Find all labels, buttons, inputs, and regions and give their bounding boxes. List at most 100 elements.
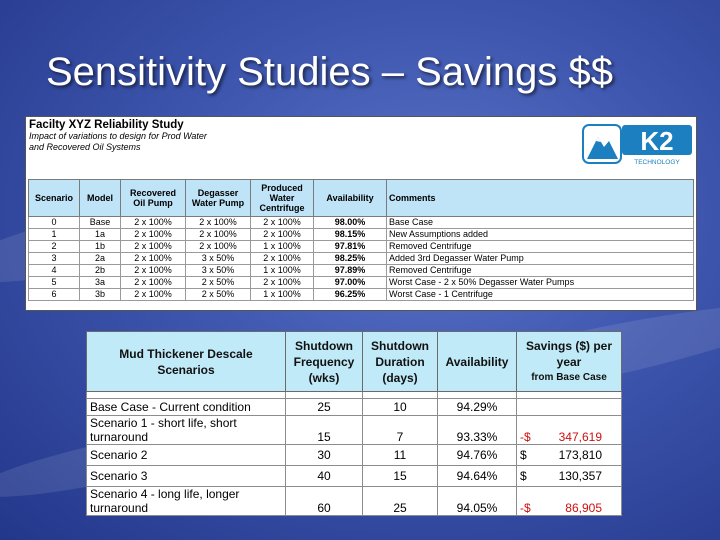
cell-centrifuge: 2 x 100%: [250, 252, 314, 265]
table-row: Scenario 1 - short life, short turnaroun…: [86, 415, 622, 445]
cell-model: 3b: [79, 288, 121, 301]
logo-subtext: TECHNOLOGY: [634, 159, 680, 166]
cell-mud-scenario: Scenario 4 - long life, longer turnaroun…: [86, 486, 286, 516]
col-mud-availability: Availability: [437, 331, 517, 392]
savings-currency: -$: [520, 501, 531, 515]
reliability-header-row: Scenario Model Recovered Oil Pump Degass…: [28, 179, 694, 217]
study-subtitle-line1: Impact of variations to design for Prod …: [29, 131, 207, 141]
col-comments: Comments: [386, 179, 694, 217]
cell-duration: 15: [362, 465, 438, 487]
cell-oil-pump: 2 x 100%: [120, 288, 186, 301]
cell-mud-availability: 94.76%: [437, 444, 517, 466]
cell-model: 2a: [79, 252, 121, 265]
savings-header-sub: from Base Case: [531, 371, 607, 383]
cell-mud-availability: 93.33%: [437, 415, 517, 445]
cell-model: 1b: [79, 240, 121, 253]
table-row: 2 1b 2 x 100% 2 x 100% 1 x 100% 97.81% Removed…: [28, 240, 694, 253]
cell-frequency: 40: [285, 465, 363, 487]
cell-oil-pump: 2 x 100%: [120, 276, 186, 289]
cell-savings: [516, 398, 622, 416]
cell-savings: -$ 347,619: [516, 415, 622, 445]
cell-comment: Removed Centrifuge: [386, 264, 694, 277]
col-shutdown-frequency: Shutdown Frequency (wks): [285, 331, 363, 392]
cell-availability: 97.81%: [313, 240, 387, 253]
col-scenario: Scenario: [28, 179, 80, 217]
table-row: Base Case - Current condition 25 10 94.2…: [86, 398, 622, 416]
reliability-study-panel: Facilty XYZ Reliability Study Impact of …: [25, 116, 697, 311]
savings-currency: $: [520, 448, 527, 462]
cell-duration: 25: [362, 486, 438, 516]
cell-comment: Worst Case - 2 x 50% Degasser Water Pump…: [386, 276, 694, 289]
col-mud-scenarios: Mud Thickener Descale Scenarios: [86, 331, 286, 392]
table-row: Scenario 3 40 15 94.64% $130,357: [86, 465, 622, 487]
savings-currency: -$: [520, 430, 531, 444]
study-header: Facilty XYZ Reliability Study Impact of …: [29, 119, 549, 153]
cell-availability: 97.00%: [313, 276, 387, 289]
cell-mud-scenario: Scenario 3: [86, 465, 286, 487]
cell-duration: 7: [362, 415, 438, 445]
cell-scenario: 1: [28, 228, 80, 241]
cell-scenario: 5: [28, 276, 80, 289]
col-model: Model: [79, 179, 121, 217]
savings-currency: $: [520, 469, 527, 483]
cell-comment: Worst Case - 1 Centrifuge: [386, 288, 694, 301]
header-gap-row: [86, 391, 622, 399]
cell-mud-scenario: Base Case - Current condition: [86, 398, 286, 416]
cell-duration: 10: [362, 398, 438, 416]
cell-duration: 11: [362, 444, 438, 466]
cell-mud-scenario: Scenario 2: [86, 444, 286, 466]
cell-scenario: 0: [28, 216, 80, 229]
cell-scenario: 4: [28, 264, 80, 277]
mud-thickener-table: Mud Thickener Descale Scenarios Shutdown…: [86, 331, 622, 516]
cell-comment: Added 3rd Degasser Water Pump: [386, 252, 694, 265]
slide-title: Sensitivity Studies – Savings $$: [46, 50, 613, 94]
table-row: 6 3b 2 x 100% 2 x 50% 1 x 100% 96.25% Worst Ca…: [28, 288, 694, 301]
cell-oil-pump: 2 x 100%: [120, 228, 186, 241]
cell-centrifuge: 2 x 100%: [250, 216, 314, 229]
study-title: Facilty XYZ Reliability Study: [29, 119, 184, 131]
cell-centrifuge: 1 x 100%: [250, 264, 314, 277]
col-savings: Savings ($) per year from Base Case: [516, 331, 622, 392]
table-row: 1 1a 2 x 100% 2 x 100% 2 x 100% 98.15% New Ass…: [28, 228, 694, 241]
cell-model: 3a: [79, 276, 121, 289]
col-availability: Availability: [313, 179, 387, 217]
study-subtitle-line2: and Recovered Oil Systems: [29, 142, 141, 152]
cell-oil-pump: 2 x 100%: [120, 240, 186, 253]
savings-amount: 130,357: [558, 469, 602, 483]
table-row: Scenario 4 - long life, longer turnaroun…: [86, 486, 622, 516]
cell-availability: 98.15%: [313, 228, 387, 241]
cell-centrifuge: 2 x 100%: [250, 228, 314, 241]
cell-scenario: 2: [28, 240, 80, 253]
table-row: Scenario 2 30 11 94.76% $173,810: [86, 444, 622, 466]
cell-comment: New Assumptions added: [386, 228, 694, 241]
cell-degasser: 3 x 50%: [185, 264, 251, 277]
cell-centrifuge: 1 x 100%: [250, 288, 314, 301]
cell-savings: $173,810: [516, 444, 622, 466]
cell-savings: $130,357: [516, 465, 622, 487]
cell-model: Base: [79, 216, 121, 229]
cell-savings: -$ 86,905: [516, 486, 622, 516]
cell-comment: Removed Centrifuge: [386, 240, 694, 253]
cell-model: 1a: [79, 228, 121, 241]
cell-oil-pump: 2 x 100%: [120, 216, 186, 229]
cell-mud-availability: 94.05%: [437, 486, 517, 516]
table-row: 5 3a 2 x 100% 2 x 50% 2 x 100% 97.00% Worst Ca…: [28, 276, 694, 289]
cell-oil-pump: 2 x 100%: [120, 252, 186, 265]
cell-frequency: 30: [285, 444, 363, 466]
cell-model: 2b: [79, 264, 121, 277]
cell-scenario: 6: [28, 288, 80, 301]
logo-text: K2: [640, 126, 673, 156]
cell-degasser: 3 x 50%: [185, 252, 251, 265]
cell-comment: Base Case: [386, 216, 694, 229]
cell-availability: 96.25%: [313, 288, 387, 301]
cell-degasser: 2 x 100%: [185, 216, 251, 229]
col-degasser-water-pump: Degasser Water Pump: [185, 179, 251, 217]
mountain-logo-icon: K2 TECHNOLOGY: [582, 124, 692, 166]
col-shutdown-duration: Shutdown Duration (days): [362, 331, 438, 392]
savings-amount: 86,905: [565, 501, 602, 515]
cell-frequency: 60: [285, 486, 363, 516]
cell-degasser: 2 x 100%: [185, 240, 251, 253]
savings-amount: 173,810: [558, 448, 602, 462]
col-produced-water-centrifuge: Produced Water Centrifuge: [250, 179, 314, 217]
cell-degasser: 2 x 100%: [185, 228, 251, 241]
